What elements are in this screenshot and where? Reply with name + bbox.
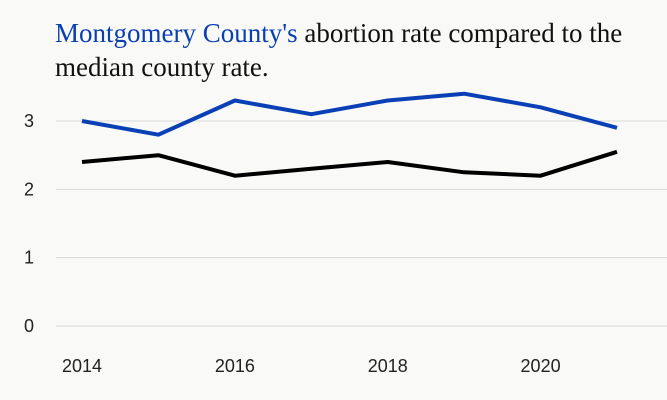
x-tick-label: 2014 [62,356,102,376]
y-tick-label: 0 [24,316,34,336]
y-axis-ticks: 0 1 2 3 [24,111,34,336]
chart-title-rest: abortion rate compared to the median cou… [55,18,623,82]
grid-lines [56,120,667,327]
series-line-1 [81,91,618,137]
series-lines [81,91,618,178]
chart-title: Montgomery County's abortion rate compar… [55,16,655,84]
x-tick-label: 2018 [368,356,408,376]
y-tick-label: 3 [24,111,34,131]
series-line-2 [81,149,618,178]
y-tick-label: 1 [24,248,34,268]
y-tick-label: 2 [24,179,34,199]
x-tick-label: 2016 [215,356,255,376]
chart-title-highlight: Montgomery County's [55,18,298,48]
x-axis-ticks: 2014 2016 2018 2020 [62,356,561,376]
x-tick-label: 2020 [521,356,561,376]
